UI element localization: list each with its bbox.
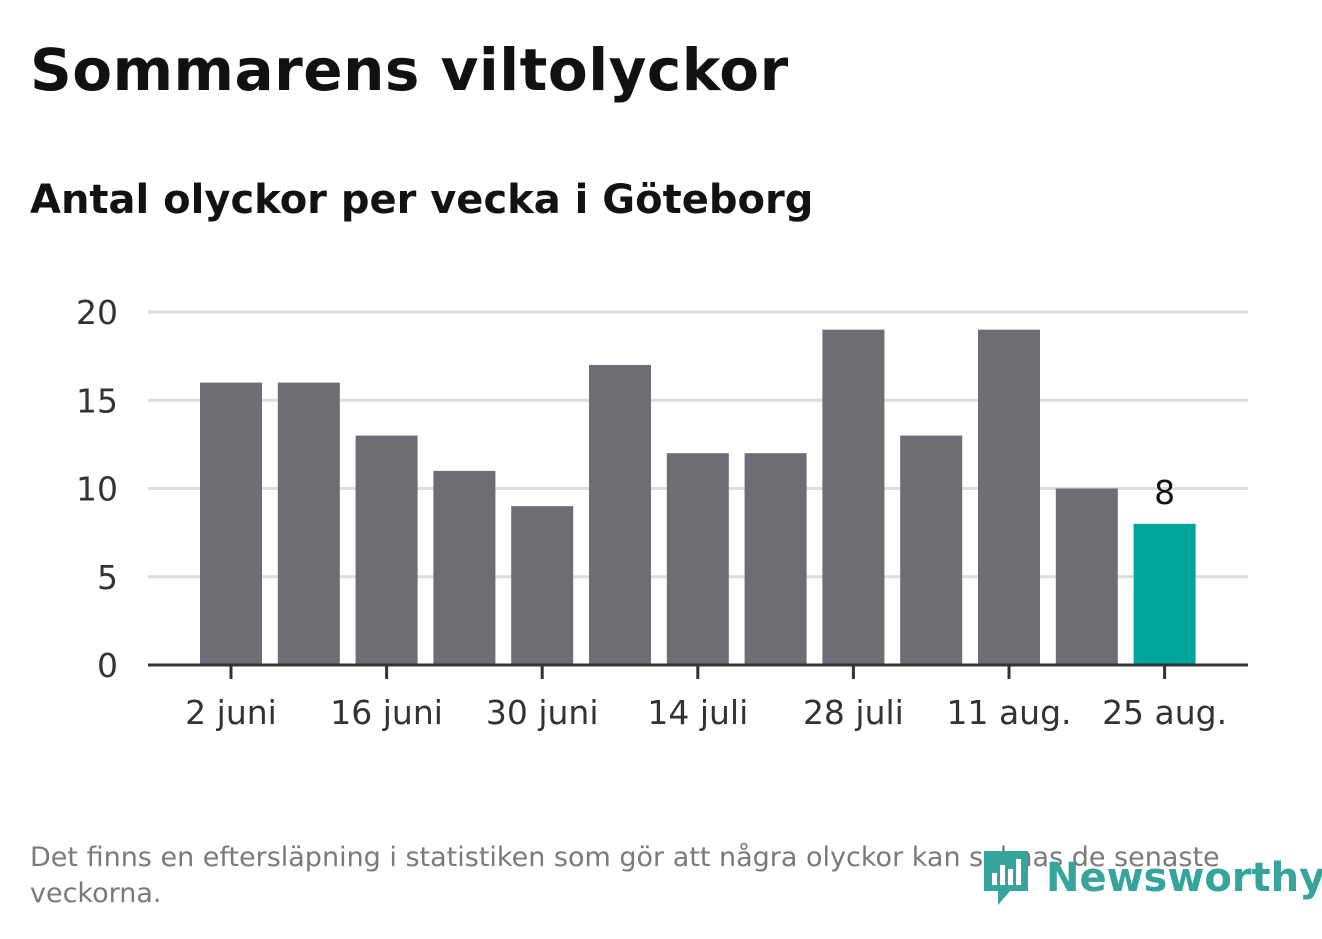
y-tick-label-15: 15 <box>76 381 118 420</box>
bar-14-juli <box>666 453 729 665</box>
data-labels: 8 <box>1154 473 1175 512</box>
bar-18-aug- <box>1055 488 1118 665</box>
highlight-value-label: 8 <box>1154 473 1175 512</box>
x-tick-label: 28 juli <box>803 693 904 732</box>
bar-4-aug- <box>900 435 963 665</box>
bar-7-juli <box>589 364 651 665</box>
bar-23-juni <box>433 470 496 665</box>
newsworthy-logo-icon <box>984 851 1028 905</box>
y-tick-label-5: 5 <box>97 558 118 597</box>
bar-9-juni <box>277 382 340 665</box>
newsworthy-logo: Newsworthy <box>980 846 1322 910</box>
bar-chart: 0 5 10 15 20 2 juni 16 juni 30 juni 14 juli 28 j… <box>76 293 1248 732</box>
bars <box>200 329 1196 665</box>
y-axis: 0 5 10 15 20 <box>76 293 118 685</box>
bar-30-juni <box>511 506 574 665</box>
y-tick-label-0: 0 <box>97 646 118 685</box>
x-tick-label: 16 juni <box>330 693 443 732</box>
x-tick-label: 25 aug. <box>1102 693 1227 732</box>
chart-title: Sommarens viltolyckor <box>30 36 789 104</box>
bar-11-aug- <box>978 329 1040 665</box>
bar-16-juni <box>355 435 418 665</box>
chart-subtitle: Antal olyckor per vecka i Göteborg <box>30 177 814 223</box>
bar-28-juli <box>822 329 885 665</box>
x-tick-label: 2 juni <box>185 693 277 732</box>
bar-25-aug- <box>1133 523 1196 665</box>
bar-2-juni <box>200 382 262 665</box>
y-tick-label-10: 10 <box>76 470 118 509</box>
x-tick-label: 11 aug. <box>946 693 1071 732</box>
x-tick-label: 30 juni <box>486 693 599 732</box>
x-axis: 2 juni 16 juni 30 juni 14 juli 28 juli 11 aug… <box>148 663 1248 732</box>
bar-21-juli <box>744 453 807 665</box>
logo-text: Newsworthy <box>1046 855 1322 901</box>
y-tick-label-20: 20 <box>76 293 118 332</box>
x-tick-label: 14 juli <box>647 693 748 732</box>
